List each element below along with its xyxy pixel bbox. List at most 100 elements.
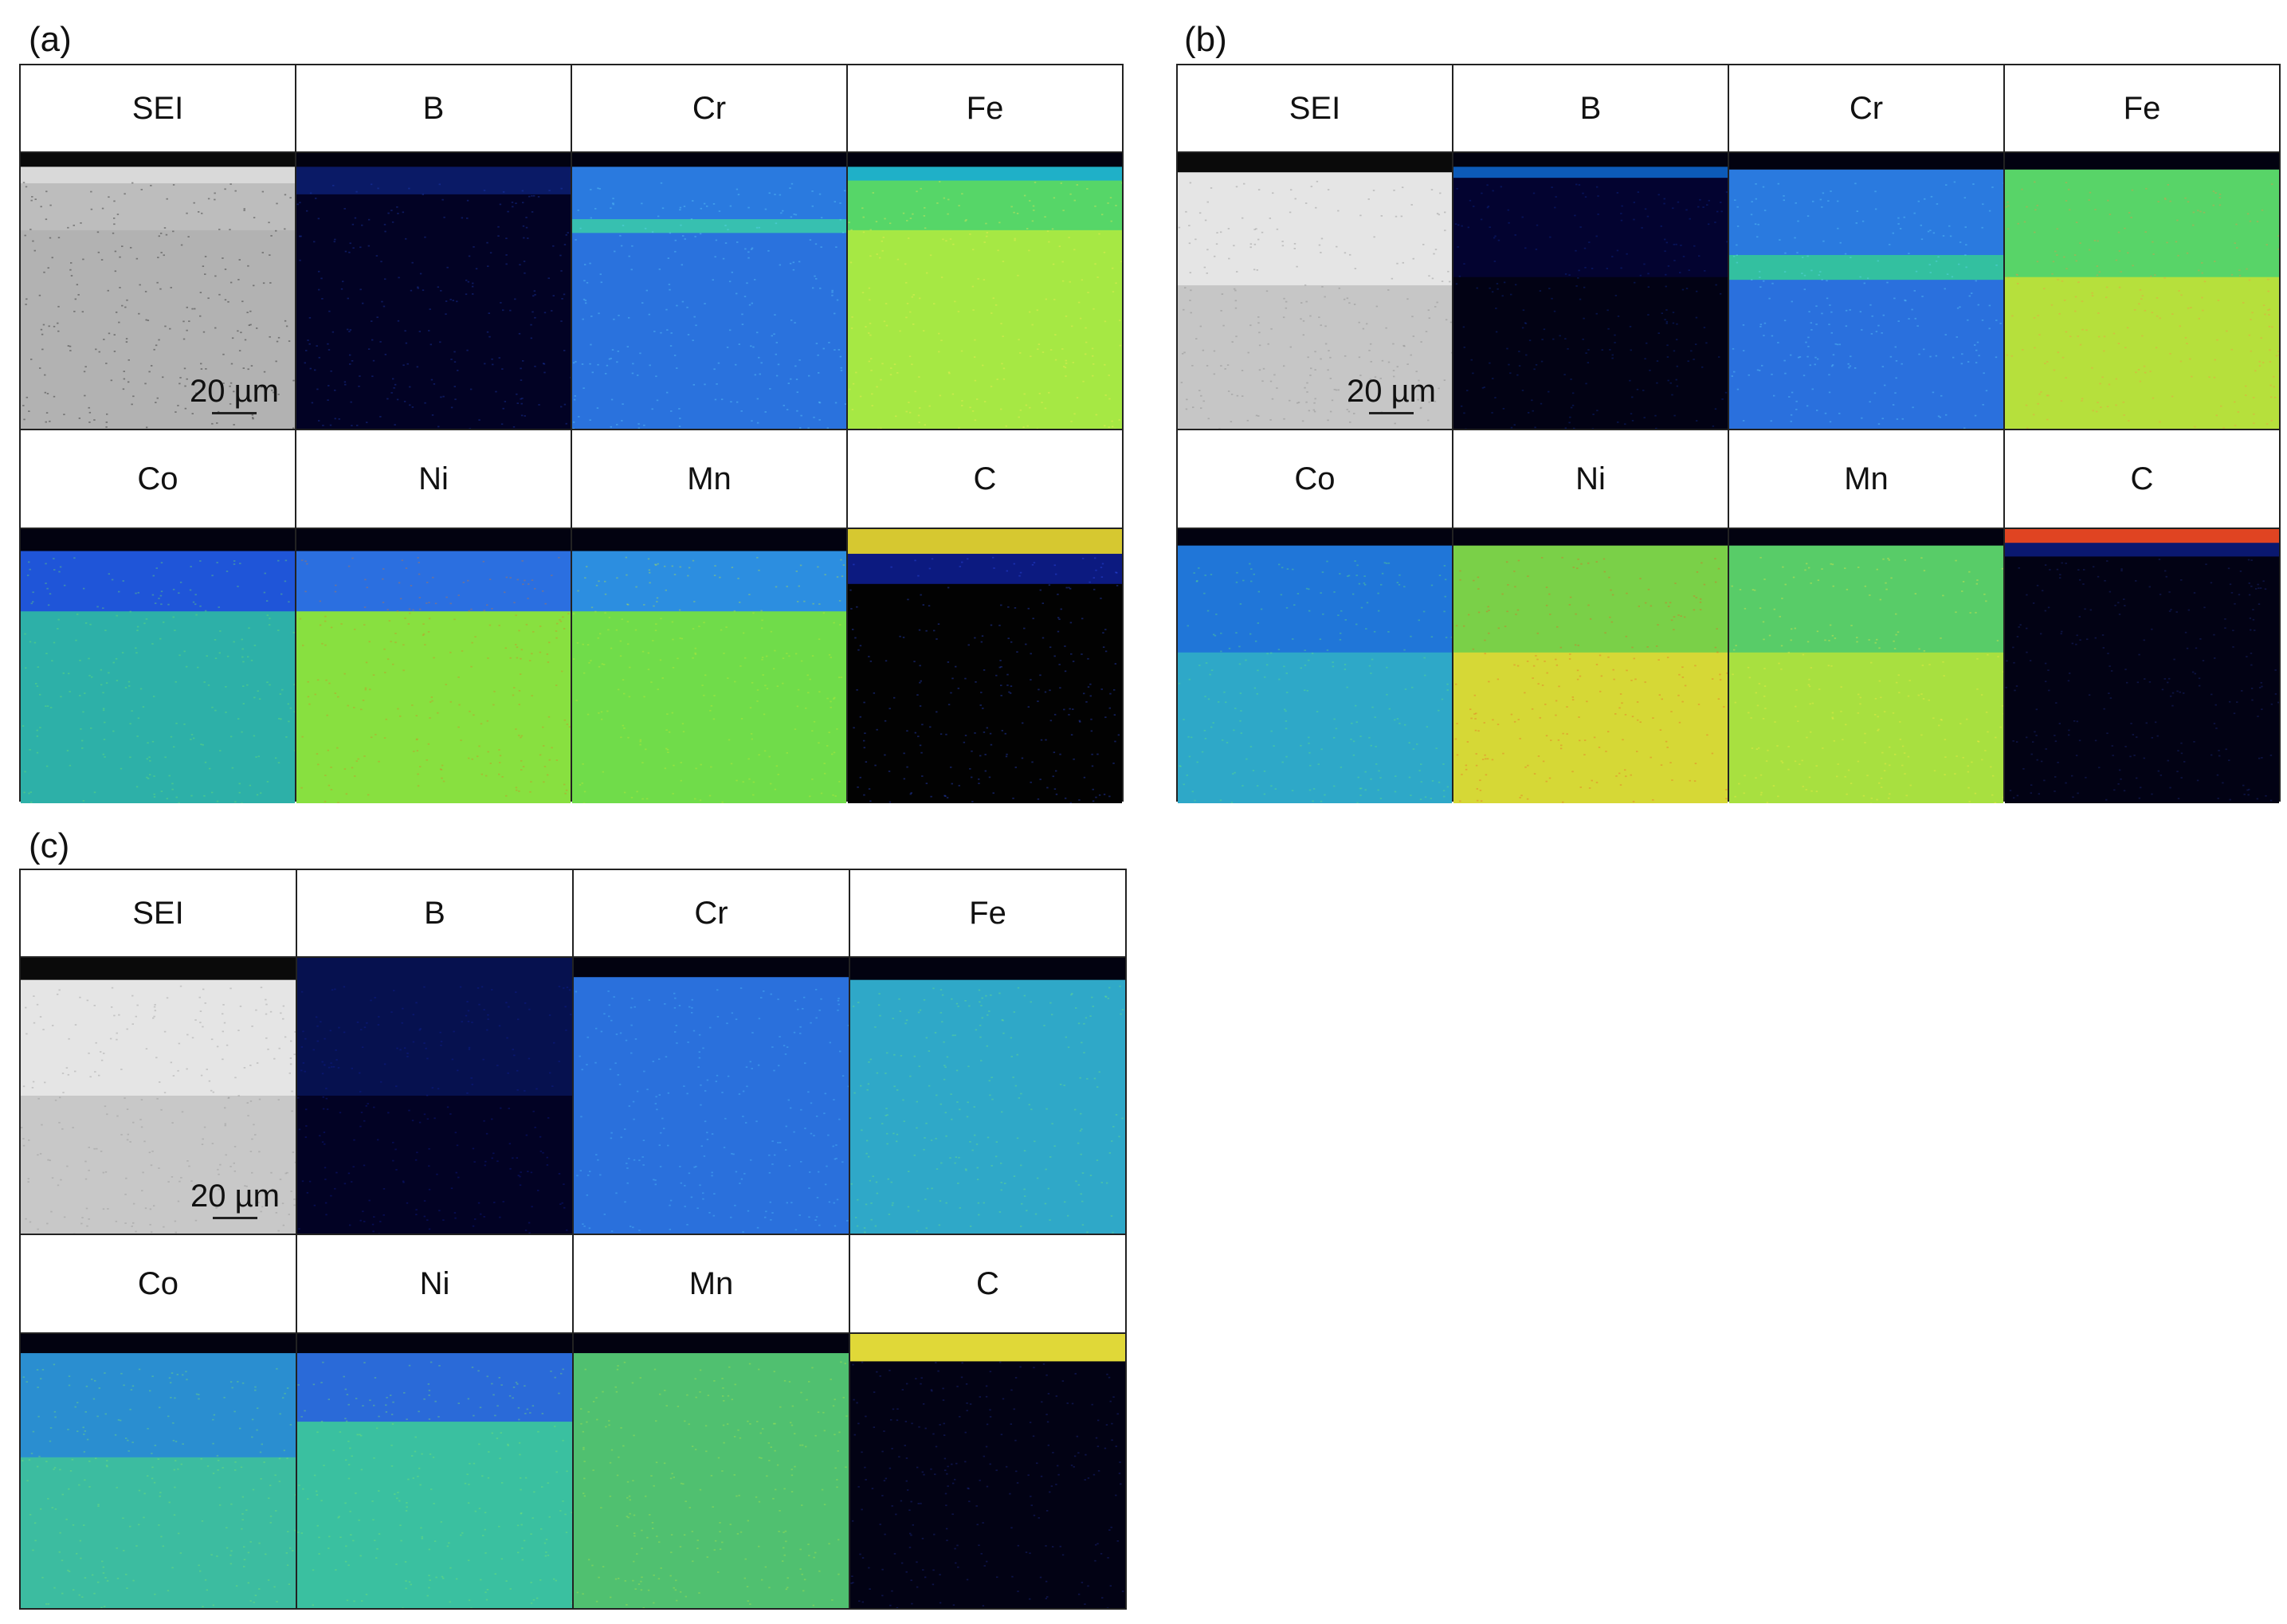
map-speckle bbox=[222, 382, 225, 384]
map-speckle bbox=[918, 422, 920, 423]
map-speckle bbox=[277, 630, 280, 631]
map-speckle bbox=[1626, 669, 1628, 672]
map-speckle bbox=[655, 564, 657, 566]
map-speckle bbox=[505, 254, 508, 256]
map-speckle bbox=[1695, 316, 1698, 319]
map-speckle bbox=[2254, 630, 2256, 631]
map-speckle bbox=[1336, 245, 1338, 248]
map-speckle bbox=[180, 1177, 182, 1179]
map-speckle bbox=[1355, 623, 1358, 626]
map-speckle bbox=[516, 402, 519, 404]
map-speckle bbox=[749, 707, 752, 709]
map-speckle bbox=[818, 401, 821, 403]
map-speckle bbox=[839, 355, 842, 358]
scale-bar: 20 µm bbox=[1347, 375, 1436, 414]
map-speckle bbox=[406, 1052, 409, 1054]
map-speckle bbox=[1198, 390, 1201, 391]
map-speckle bbox=[84, 622, 88, 624]
map-speckle bbox=[2097, 575, 2100, 578]
map-speckle bbox=[467, 579, 469, 582]
map-speckle bbox=[1467, 226, 1470, 229]
map-speckle bbox=[1942, 661, 1944, 663]
map-speckle bbox=[356, 425, 359, 426]
map-speckle bbox=[2277, 354, 2279, 356]
map-speckle bbox=[265, 600, 269, 602]
map-speckle bbox=[316, 679, 320, 681]
map-speckle bbox=[761, 658, 763, 661]
map-speckle bbox=[403, 1047, 406, 1049]
map-speckle bbox=[1831, 717, 1834, 720]
map-speckle bbox=[1265, 664, 1269, 666]
map-speckle bbox=[2152, 397, 2155, 399]
map-speckle bbox=[1253, 229, 1256, 230]
map-speckle bbox=[1656, 360, 1659, 362]
map-speckle bbox=[610, 207, 612, 210]
map-speckle bbox=[159, 1081, 161, 1083]
map-texture bbox=[848, 529, 1122, 803]
map-speckle bbox=[552, 295, 555, 297]
map-speckle bbox=[1870, 797, 1873, 799]
map-speckle bbox=[850, 229, 853, 231]
map-speckle bbox=[871, 405, 873, 406]
map-speckle bbox=[377, 1024, 380, 1026]
map-speckle bbox=[907, 598, 909, 601]
map-speckle bbox=[720, 398, 724, 401]
map-speckle bbox=[172, 184, 175, 186]
map-speckle bbox=[425, 1047, 427, 1049]
map-speckle bbox=[1444, 229, 1446, 232]
map-speckle bbox=[1427, 419, 1430, 422]
map-speckle bbox=[1699, 609, 1702, 610]
map-speckle bbox=[564, 792, 567, 794]
map-speckle bbox=[426, 602, 428, 604]
map-speckle bbox=[2201, 296, 2203, 299]
map-speckle bbox=[125, 341, 128, 343]
map-band bbox=[1729, 545, 2003, 654]
map-speckle bbox=[1403, 345, 1406, 347]
map-speckle bbox=[39, 1152, 42, 1155]
map-speckle bbox=[1579, 298, 1582, 300]
map-speckle bbox=[512, 1049, 514, 1050]
map-speckle bbox=[967, 644, 970, 646]
map-speckle bbox=[229, 736, 233, 738]
map-speckle bbox=[1558, 685, 1560, 688]
map-speckle bbox=[1665, 740, 1668, 743]
map-speckle bbox=[1946, 273, 1949, 276]
map-speckle bbox=[2135, 777, 2138, 779]
map-speckle bbox=[988, 776, 991, 779]
map-speckle bbox=[1371, 706, 1374, 708]
map-speckle bbox=[584, 302, 587, 304]
map-speckle bbox=[2021, 188, 2023, 190]
map-speckle bbox=[2117, 602, 2120, 604]
map-speckle bbox=[269, 618, 271, 619]
map-speckle bbox=[1559, 335, 1561, 337]
map-speckle bbox=[1000, 323, 1002, 324]
map-speckle bbox=[1888, 243, 1891, 245]
map-speckle bbox=[1348, 302, 1351, 304]
map-speckle bbox=[57, 628, 59, 630]
map-speckle bbox=[411, 261, 414, 264]
map-speckle bbox=[1446, 689, 1449, 691]
map-speckle bbox=[528, 660, 532, 661]
map-speckle bbox=[102, 1208, 105, 1210]
map-speckle bbox=[907, 237, 910, 239]
map-speckle bbox=[878, 257, 881, 259]
map-speckle bbox=[491, 358, 493, 360]
map-speckle bbox=[534, 293, 536, 296]
map-speckle bbox=[729, 205, 732, 207]
map-speckle bbox=[314, 693, 316, 696]
map-speckle bbox=[1373, 236, 1375, 238]
map-speckle bbox=[2010, 355, 2014, 357]
map-speckle bbox=[1822, 192, 1825, 194]
map-speckle bbox=[1732, 347, 1735, 350]
map-speckle bbox=[1463, 412, 1465, 414]
map-speckle bbox=[104, 1105, 107, 1108]
map-speckle bbox=[1370, 673, 1372, 674]
map-speckle bbox=[281, 688, 284, 691]
map-speckle bbox=[1595, 312, 1598, 315]
map-speckle bbox=[969, 406, 971, 409]
map-speckle bbox=[239, 563, 241, 564]
map-speckle bbox=[520, 735, 524, 737]
map-band bbox=[21, 529, 295, 553]
map-speckle bbox=[492, 704, 495, 706]
map-speckle bbox=[700, 1084, 702, 1086]
